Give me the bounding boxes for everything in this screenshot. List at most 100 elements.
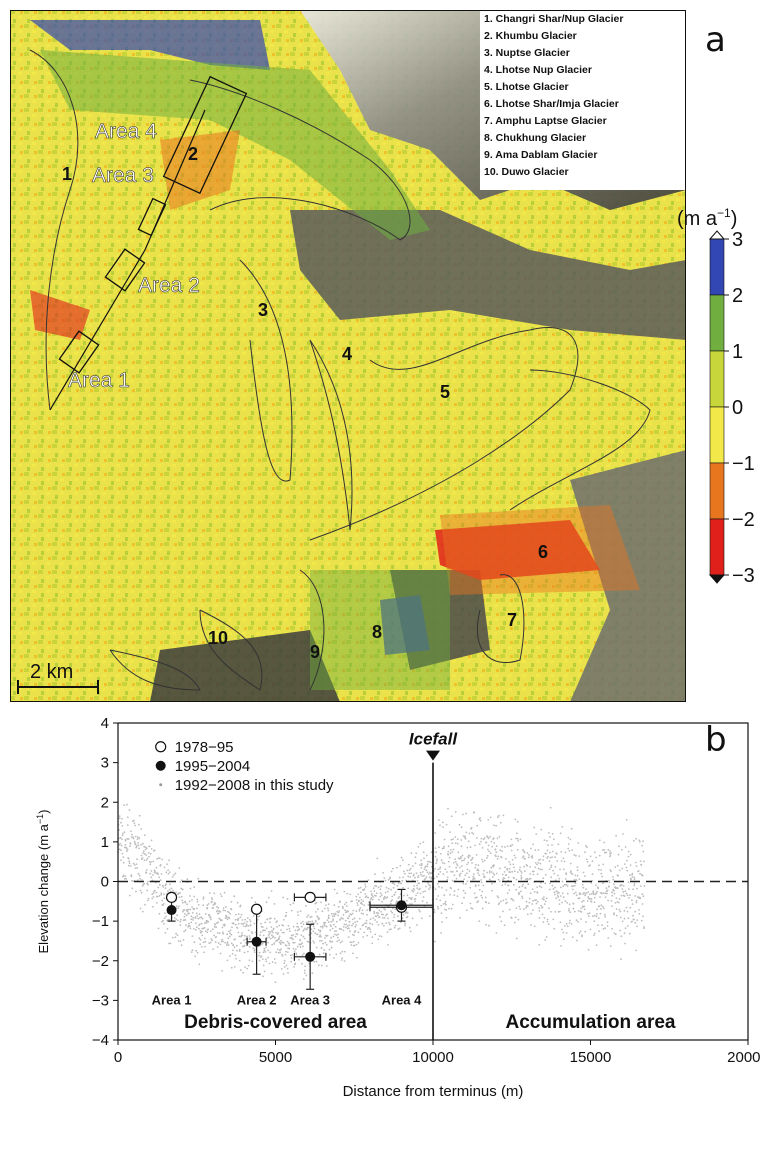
profile-point xyxy=(500,900,502,903)
profile-point xyxy=(458,823,461,826)
profile-point xyxy=(126,803,128,806)
profile-point xyxy=(507,884,510,887)
profile-point xyxy=(369,928,371,931)
profile-point xyxy=(371,894,373,897)
profile-point xyxy=(147,852,150,854)
profile-point xyxy=(482,838,485,841)
profile-point xyxy=(419,864,421,866)
profile-point xyxy=(624,846,627,848)
profile-point xyxy=(140,828,143,830)
profile-point xyxy=(364,922,366,925)
profile-point xyxy=(324,941,327,944)
profile-point xyxy=(128,809,131,812)
profile-point xyxy=(485,923,487,926)
profile-point xyxy=(358,910,361,912)
profile-point xyxy=(188,900,191,903)
profile-point xyxy=(289,930,291,933)
profile-point xyxy=(229,932,232,935)
profile-point xyxy=(153,889,156,892)
profile-point xyxy=(221,938,224,941)
profile-point xyxy=(442,873,445,875)
profile-point xyxy=(327,917,330,920)
marker-1995-2004 xyxy=(251,936,262,947)
profile-point xyxy=(498,835,501,838)
profile-point xyxy=(474,885,477,888)
profile-point xyxy=(266,918,269,921)
profile-point xyxy=(282,919,285,921)
profile-point xyxy=(356,956,358,959)
profile-point xyxy=(498,902,501,905)
profile-point xyxy=(377,886,380,889)
profile-point xyxy=(261,958,264,960)
profile-point xyxy=(466,863,468,866)
profile-point xyxy=(403,872,406,875)
profile-point xyxy=(420,859,423,862)
profile-point xyxy=(287,924,290,927)
profile-point xyxy=(588,893,591,896)
profile-point xyxy=(533,925,536,928)
profile-point xyxy=(478,888,481,891)
profile-point xyxy=(285,911,288,914)
profile-point xyxy=(535,899,538,901)
profile-point xyxy=(319,929,322,932)
profile-point xyxy=(139,907,142,910)
x-axis-label: Distance from terminus (m) xyxy=(343,1083,524,1100)
profile-point xyxy=(269,917,272,920)
profile-point xyxy=(568,849,571,852)
elevation-change-map: Area 4 Area 3 Area 2 Area 1 1 2 3 4 5 6 … xyxy=(10,10,686,702)
profile-point xyxy=(466,872,468,875)
profile-point xyxy=(377,938,380,941)
profile-point xyxy=(251,932,254,934)
profile-point xyxy=(585,844,587,847)
profile-point xyxy=(376,921,378,923)
profile-point xyxy=(409,930,412,933)
profile-point xyxy=(182,939,185,941)
profile-point xyxy=(216,909,219,912)
profile-point xyxy=(278,937,280,940)
profile-point xyxy=(203,951,205,954)
colorbar-tick-label: −1 xyxy=(732,453,755,475)
profile-point xyxy=(439,824,441,827)
profile-point xyxy=(135,890,137,893)
profile-point xyxy=(613,883,615,886)
glacier-number-3: 3 xyxy=(258,300,268,320)
profile-point xyxy=(408,926,411,929)
profile-point xyxy=(551,832,554,835)
profile-point xyxy=(185,914,188,917)
profile-point xyxy=(337,933,339,936)
profile-point xyxy=(566,902,569,904)
profile-point xyxy=(288,947,291,950)
profile-point xyxy=(303,969,306,972)
profile-point xyxy=(621,888,624,890)
profile-point xyxy=(160,873,163,875)
profile-point xyxy=(416,892,419,894)
profile-point xyxy=(548,832,550,834)
profile-point xyxy=(571,888,574,891)
profile-point xyxy=(448,865,451,868)
profile-point xyxy=(178,905,180,907)
profile-point xyxy=(527,856,530,859)
profile-point xyxy=(258,959,261,962)
profile-point xyxy=(267,934,270,936)
profile-point xyxy=(449,893,451,896)
glacier-legend: 1. Changri Shar/Nup Glacier 2. Khumbu Gl… xyxy=(484,13,623,178)
profile-point xyxy=(453,894,456,897)
profile-point xyxy=(554,856,556,859)
profile-point xyxy=(304,972,306,974)
profile-point xyxy=(133,864,136,866)
profile-point xyxy=(235,923,237,926)
profile-point xyxy=(372,896,374,898)
profile-point xyxy=(352,909,355,912)
profile-point xyxy=(550,866,553,869)
profile-point xyxy=(141,857,144,859)
profile-point xyxy=(567,847,570,850)
y-tick-label: −2 xyxy=(92,953,109,970)
profile-point xyxy=(535,902,538,905)
profile-point xyxy=(625,818,628,821)
profile-point xyxy=(572,907,575,910)
profile-point xyxy=(542,859,544,861)
profile-point xyxy=(288,927,291,930)
profile-point xyxy=(242,923,244,925)
profile-point xyxy=(577,897,580,900)
profile-point xyxy=(203,927,206,929)
